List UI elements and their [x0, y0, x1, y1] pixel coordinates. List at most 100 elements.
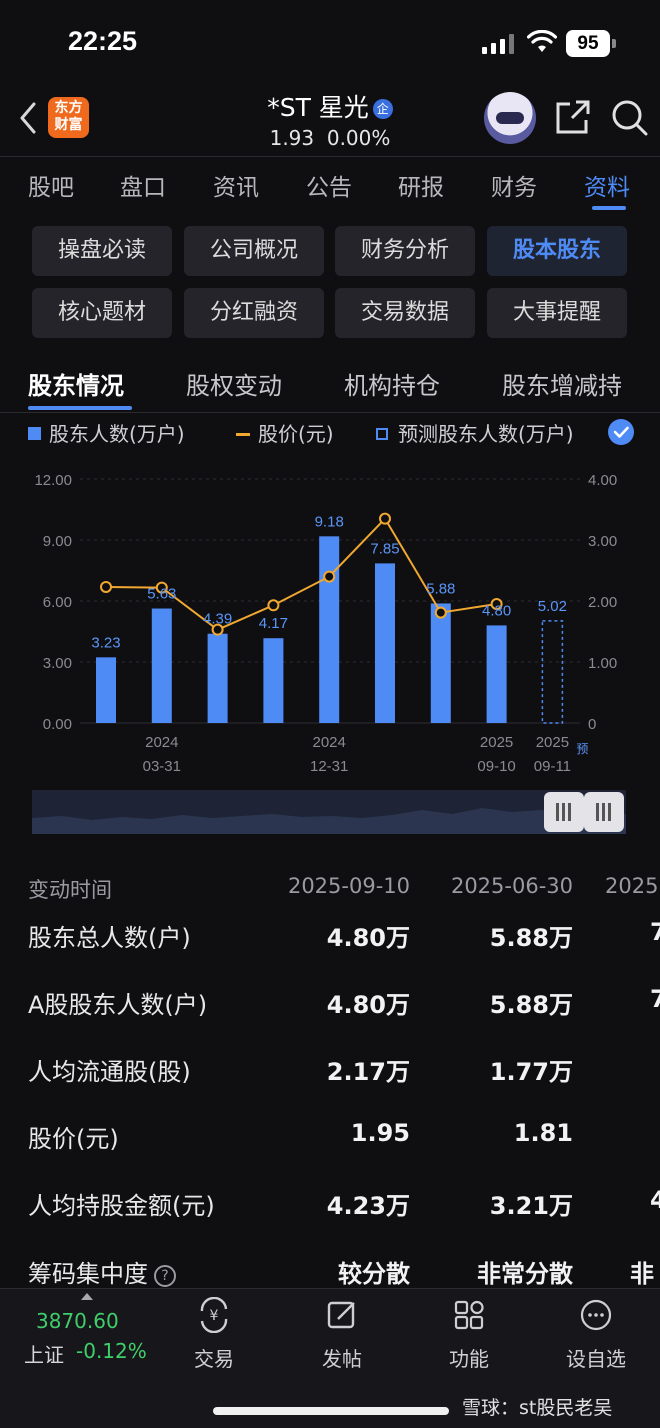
home-indicator[interactable]: [213, 1407, 449, 1415]
stab-equity-changes[interactable]: 股权变动: [186, 372, 282, 400]
table-row: 筹码集中度? 较分散 非常分散 非: [0, 1254, 660, 1304]
y-left-tick-label: 12.00: [34, 472, 72, 489]
cell: 4.80万: [326, 924, 410, 952]
legend-holders[interactable]: 股东人数(万户): [28, 418, 185, 447]
logo-line-1: 东方: [54, 100, 83, 116]
expand-up-icon[interactable]: [81, 1293, 93, 1300]
x-date-label: 12-31: [310, 758, 348, 775]
x-year-label: 2024: [313, 734, 346, 751]
pill-shareholders[interactable]: 股本股东: [487, 226, 627, 276]
cell: 7: [650, 918, 660, 946]
table-row: 人均持股金额(元) 4.23万 3.21万 4: [0, 1186, 660, 1236]
price-point: [434, 606, 447, 619]
y-left-tick-label: 9.00: [43, 533, 72, 550]
y-right-tick-label: 4.00: [588, 472, 617, 489]
cell: 较分散: [338, 1260, 410, 1288]
back-arrow-icon[interactable]: [14, 98, 44, 138]
legend-holders-label: 股东人数(万户): [49, 422, 185, 446]
table-row: 股东总人数(户) 4.80万 5.88万 7: [0, 918, 660, 968]
bar-swatch: [28, 427, 41, 440]
table-header: 变动时间 2025-09-10 2025-06-30 2025: [0, 874, 660, 924]
stock-price: 1.93: [269, 126, 315, 150]
col-label-header: 变动时间: [28, 878, 112, 902]
pill-company-overview[interactable]: 公司概况: [184, 226, 324, 276]
holder-value-label: 5.63: [147, 586, 176, 603]
row-label: 人均流通股(股): [28, 1058, 191, 1086]
table-row: A股股东人数(户) 4.80万 5.88万 7: [0, 985, 660, 1035]
pill-financial-analysis[interactable]: 财务分析: [335, 226, 475, 276]
index-value[interactable]: 3870.60: [36, 1309, 119, 1333]
row-label: 股价(元): [28, 1125, 119, 1153]
trade-label: 交易: [194, 1347, 234, 1371]
x-date-label: 09-11: [534, 758, 571, 775]
cell: 1.77万: [489, 1058, 573, 1086]
main-tabs: 股吧 盘口 资讯 公告 研报 财务 资料: [0, 158, 660, 214]
shareholder-price-chart: 12.00 9.00 6.00 3.00 0.00 4.00 3.00 2.00 1.00 0 5.…: [34, 472, 617, 775]
enterprise-badge: 企: [372, 99, 393, 119]
table-row: 人均流通股(股) 2.17万 1.77万: [0, 1052, 660, 1102]
y-right-tick-label: 1.00: [588, 655, 617, 672]
pill-core-themes[interactable]: 核心题材: [32, 288, 172, 338]
pill-trading-must-read[interactable]: 操盘必读: [32, 226, 172, 276]
tab-announcements[interactable]: 公告: [306, 175, 352, 201]
stock-header: 东方 财富 *ST 星光企 1.93 0.00%: [0, 86, 660, 156]
stab-shareholder-status[interactable]: 股东情况: [28, 372, 124, 400]
tab-research[interactable]: 研报: [398, 175, 444, 201]
share-icon[interactable]: [554, 98, 592, 136]
trade-button[interactable]: ¥ 交易: [166, 1296, 262, 1372]
holder-bar: [319, 536, 340, 723]
price-point: [323, 570, 336, 583]
status-bar: 22:25 95: [0, 0, 660, 86]
search-icon[interactable]: [610, 98, 650, 138]
holder-bar: [263, 638, 284, 723]
col-date-1: 2025-09-10: [287, 874, 410, 898]
cell: 3.21万: [489, 1192, 573, 1220]
pill-dividends[interactable]: 分红融资: [184, 288, 324, 338]
chart-legend: 股东人数(万户) 股价(元) 预测股东人数(万户): [0, 414, 660, 450]
cell: 4.80万: [326, 991, 410, 1019]
cell: 2.17万: [326, 1058, 410, 1086]
stock-quote: 1.93 0.00%: [0, 126, 660, 150]
y-right-tick-label: 2.00: [588, 594, 617, 611]
assistant-robot-icon[interactable]: [484, 92, 536, 144]
holder-value-label: 4.80: [482, 602, 511, 619]
tab-profile[interactable]: 资料: [584, 175, 630, 201]
tab-pankou[interactable]: 盘口: [120, 175, 166, 201]
tab-guba[interactable]: 股吧: [28, 175, 74, 201]
cell: 1.81: [513, 1119, 573, 1147]
tab-finance[interactable]: 财务: [491, 175, 537, 201]
check-icon[interactable]: [608, 419, 634, 445]
cell: 4.23万: [326, 1192, 410, 1220]
help-icon[interactable]: ?: [154, 1265, 176, 1287]
y-right-tick-label: 3.00: [588, 533, 617, 550]
shareholder-section-tabs: 股东情况 股权变动 机构持仓 股东增减持: [0, 360, 660, 412]
bottom-bar: 3870.60 上证 -0.12% ¥ 交易 发帖 功能 设自选 雪: [0, 1288, 660, 1428]
slider-handle-left[interactable]: [544, 792, 584, 832]
grid-icon: [454, 1300, 484, 1330]
price-point: [379, 512, 391, 525]
index-change[interactable]: -0.12%: [76, 1339, 147, 1363]
post-button[interactable]: 发帖: [294, 1297, 390, 1372]
y-right-tick-label: 0: [588, 716, 596, 733]
stab-institutional-holdings[interactable]: 机构持仓: [344, 372, 440, 400]
forecast-tag: 预: [576, 742, 588, 756]
legend-forecast[interactable]: 预测股东人数(万户): [376, 418, 574, 447]
holder-value-label: 5.88: [426, 580, 455, 597]
pill-events[interactable]: 大事提醒: [487, 288, 627, 338]
pill-trading-data[interactable]: 交易数据: [335, 288, 475, 338]
add-watchlist-button[interactable]: 设自选: [548, 1297, 644, 1372]
dashed-swatch: [376, 428, 388, 440]
holder-bar: [96, 657, 116, 723]
stab-holder-changes[interactable]: 股东增减持: [502, 372, 622, 400]
legend-price[interactable]: 股价(元): [236, 418, 334, 447]
row-label: A股股东人数(户): [28, 991, 208, 1019]
app-logo: 东方 财富: [48, 97, 89, 138]
features-button[interactable]: 功能: [421, 1297, 517, 1372]
index-name[interactable]: 上证: [24, 1343, 64, 1367]
slider-handle-right[interactable]: [584, 792, 624, 832]
row-label: 人均持股金额(元): [28, 1192, 215, 1220]
cell: 5.88万: [489, 924, 573, 952]
chart-range-slider[interactable]: [32, 790, 626, 834]
tab-news[interactable]: 资讯: [213, 175, 259, 201]
section-tab-indicator: [28, 406, 132, 410]
